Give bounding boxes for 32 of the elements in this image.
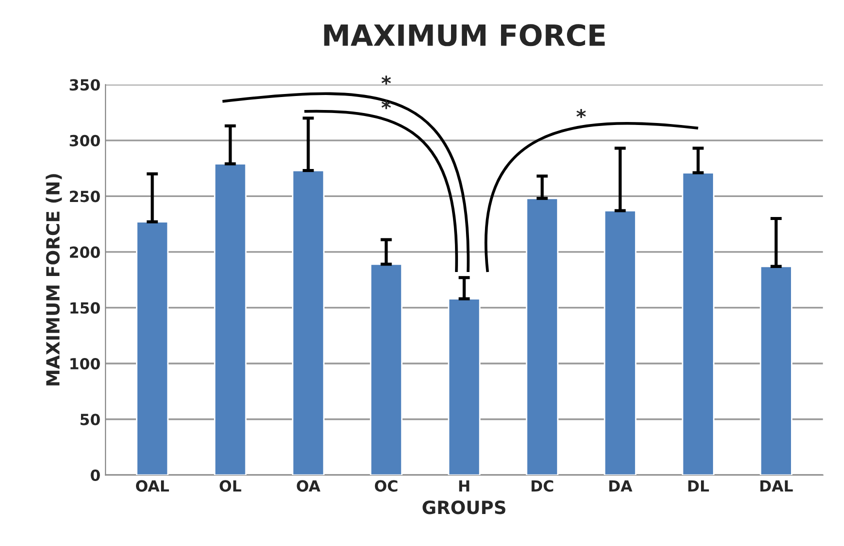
bar bbox=[604, 210, 636, 476]
x-tick-label: DAL bbox=[760, 480, 793, 492]
y-tick-label: 0 bbox=[90, 469, 100, 482]
bar bbox=[136, 221, 169, 476]
x-tick-label: H bbox=[459, 480, 470, 492]
annotation: * bbox=[576, 109, 586, 118]
y-axis-title: MAXIMUM FORCE (N) bbox=[46, 174, 62, 386]
bar bbox=[370, 264, 403, 476]
y-tick-label: 200 bbox=[70, 246, 100, 258]
x-tick-label: DC bbox=[532, 480, 554, 492]
x-tick-label: DA bbox=[609, 480, 632, 492]
x-axis-title: GROUPS bbox=[422, 500, 506, 514]
y-tick-label: 250 bbox=[70, 190, 100, 202]
bar bbox=[760, 266, 792, 476]
text: * bbox=[382, 76, 391, 85]
bar bbox=[448, 298, 480, 476]
bar bbox=[292, 170, 325, 476]
x-tick-label: OA bbox=[296, 480, 320, 492]
x-tick-label: OL bbox=[220, 480, 242, 492]
bar bbox=[214, 163, 247, 476]
y-tick-label: 100 bbox=[70, 358, 100, 370]
y-tick-label: 350 bbox=[70, 79, 100, 91]
chart-title: MAXIMUM FORCE bbox=[324, 24, 605, 46]
x-tick-label: OC bbox=[374, 480, 398, 492]
annotation: * bbox=[382, 100, 391, 110]
x-tick-label: DL bbox=[688, 480, 709, 492]
y-tick-label: 50 bbox=[80, 414, 100, 426]
y-tick-label: 150 bbox=[70, 302, 100, 314]
bar bbox=[682, 172, 714, 476]
y-tick-label: 300 bbox=[70, 134, 100, 146]
x-tick-label: OAL bbox=[136, 480, 169, 492]
bar bbox=[526, 198, 558, 476]
